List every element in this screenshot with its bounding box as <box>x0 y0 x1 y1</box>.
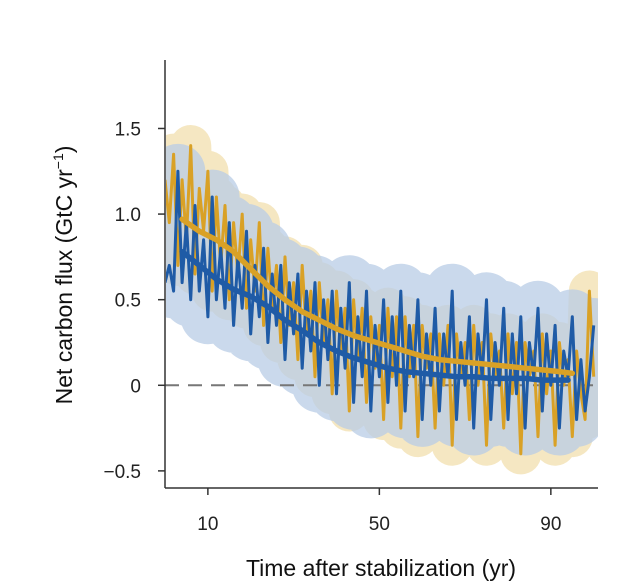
y-axis-title-superscript: −1 <box>50 153 66 169</box>
y-axis-title: Net carbon flux (GtC yr−1) <box>50 146 77 405</box>
series-smoothed-lines <box>179 216 576 383</box>
x-tick-label: 50 <box>369 514 390 535</box>
series-line-1 <box>166 169 596 430</box>
y-axis-title-close: ) <box>51 146 77 154</box>
y-axis-title-main: Net carbon flux (GtC yr <box>51 169 77 405</box>
series-smoothed-3 <box>179 248 571 383</box>
x-axis-ticks: 10 50 90 <box>197 488 561 535</box>
y-tick-label: −0.5 <box>103 462 141 483</box>
x-tick-label: 90 <box>540 514 561 535</box>
y-axis-ticks: −0.5 0 0.5 1.0 1.5 <box>103 119 165 483</box>
x-tick-label: 10 <box>197 514 218 535</box>
y-tick-label: 0.5 <box>115 291 141 312</box>
x-axis-title: Time after stabilization (yr) <box>246 555 516 581</box>
y-tick-label: 0 <box>130 376 141 397</box>
series-smoothed-2 <box>179 216 576 377</box>
y-tick-label: 1.0 <box>115 205 141 226</box>
y-tick-label: 1.5 <box>115 119 141 140</box>
